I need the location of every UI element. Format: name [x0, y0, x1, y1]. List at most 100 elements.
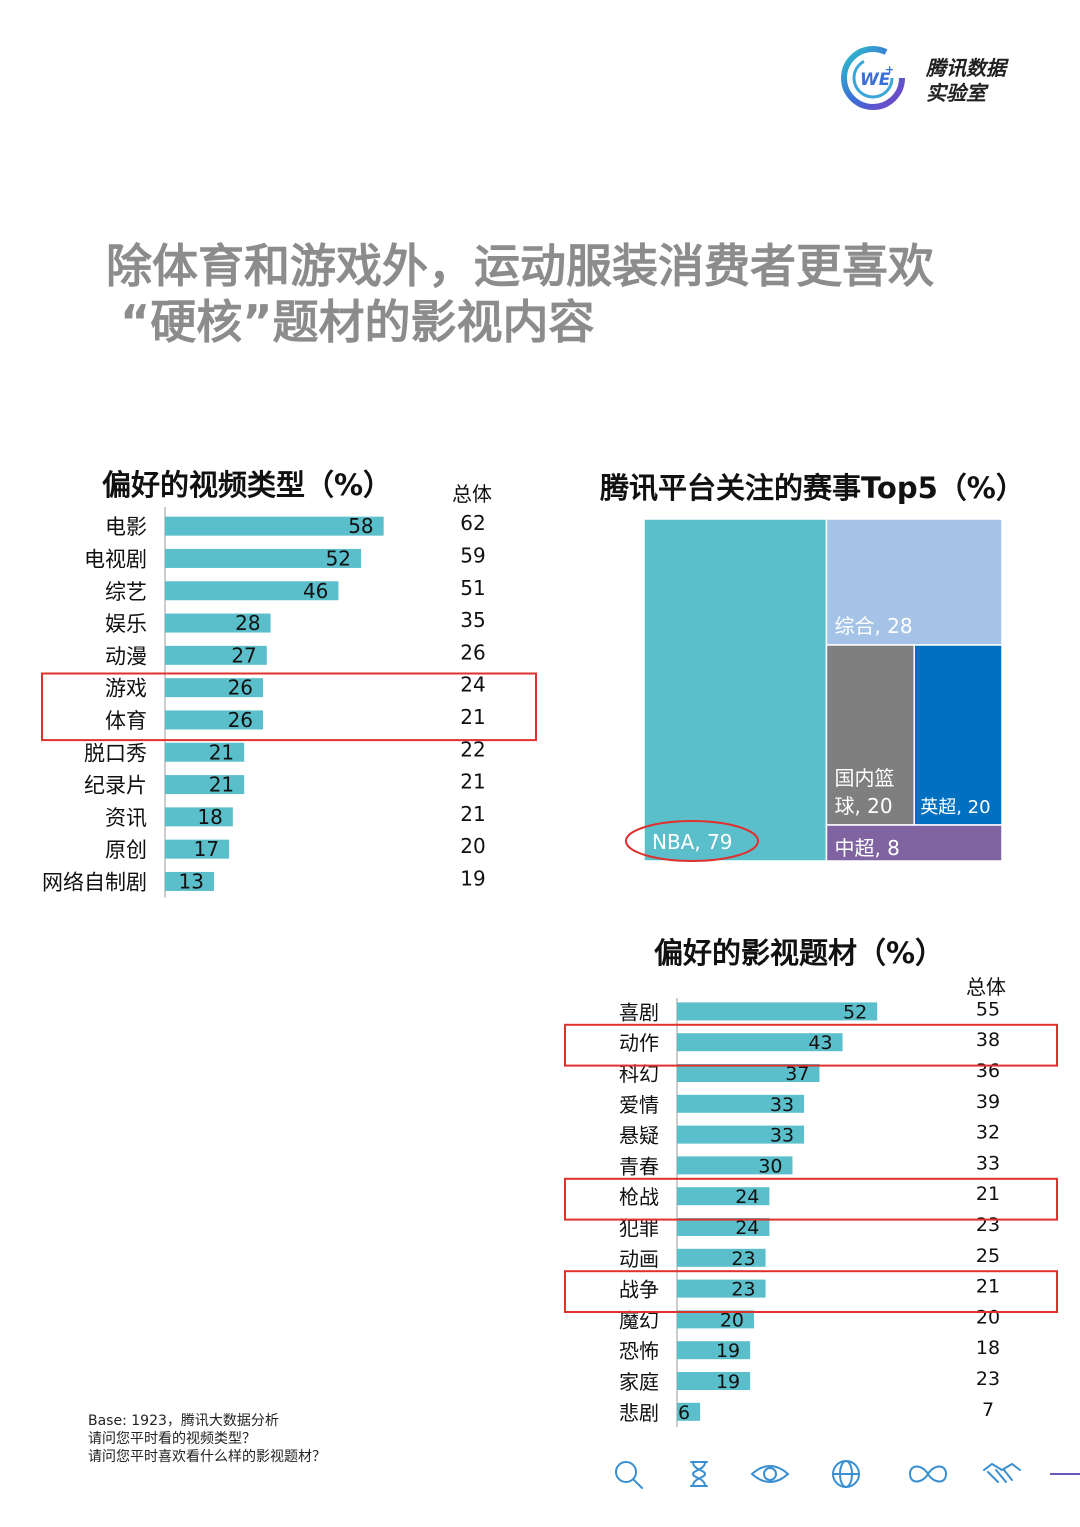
bar: [165, 710, 264, 730]
bar: [165, 516, 384, 536]
bar-value-label: 13: [179, 869, 204, 893]
bottom-icon-bar: [0, 1460, 1080, 1489]
category-label: 电视剧: [84, 547, 147, 571]
category-label: 悲剧: [619, 1401, 659, 1425]
globe-icon: [832, 1460, 860, 1488]
category-label: 资讯: [105, 806, 147, 830]
bar-value-label: 21: [209, 773, 234, 797]
total-value-label: 33: [976, 1152, 1000, 1174]
total-value-label: 59: [460, 543, 485, 567]
footer-question-1: 请问您平时看的视频类型？: [88, 1431, 256, 1447]
bar: [165, 613, 271, 633]
treemap-cell: [643, 518, 828, 862]
page-title-line2: “硬核”题材的影视内容: [120, 295, 595, 349]
bar-value-label: 19: [716, 1340, 740, 1362]
category-label: 动画: [619, 1247, 659, 1271]
total-value-label: 51: [460, 576, 485, 600]
handshake-icon: [983, 1462, 1021, 1483]
brand-name-line2: 实验室: [926, 81, 986, 105]
category-label: 电影: [105, 515, 147, 539]
total-value-label: 22: [460, 737, 485, 761]
category-label: 喜剧: [619, 1000, 659, 1024]
bar-value-label: 24: [735, 1217, 759, 1239]
bar-value-label: 26: [228, 676, 253, 700]
total-value-label: 23: [976, 1214, 1000, 1236]
category-label: 恐怖: [619, 1339, 659, 1363]
total-value-label: 62: [460, 511, 485, 535]
bar-value-label: 52: [326, 546, 351, 570]
eye-icon: [750, 1465, 790, 1483]
total-value-label: 35: [460, 608, 485, 632]
bar-value-label: 30: [758, 1155, 782, 1177]
highlight-ellipse: [625, 820, 759, 862]
search-icon: [615, 1461, 643, 1489]
total-value-label: 18: [976, 1337, 1000, 1359]
category-label: 游戏: [105, 677, 147, 701]
total-value-label: 23: [976, 1368, 1000, 1390]
bar: [677, 1341, 751, 1360]
treemap-cell: [825, 518, 1003, 646]
treemap-cell: [825, 644, 915, 826]
bar-value-label: 43: [808, 1032, 832, 1054]
bar-value-label: 18: [197, 805, 222, 829]
bar: [677, 1218, 770, 1236]
treemap-label: NBA, 79: [652, 830, 733, 854]
bar: [165, 839, 230, 859]
bar-value-label: 28: [235, 611, 260, 635]
total-value-label: 38: [976, 1029, 1000, 1051]
footer-notes: Base: 1923，腾讯大数据分析 请问您平时看的视频类型？ 请问您平时喜欢看…: [88, 1412, 326, 1466]
bar: [677, 1094, 805, 1113]
bar: [165, 548, 362, 568]
category-label: 脱口秀: [84, 741, 147, 765]
bar-value-label: 24: [735, 1186, 759, 1208]
category-label: 原创: [105, 838, 147, 862]
highlight-box: [41, 672, 537, 742]
bar: [677, 1279, 766, 1298]
bar-value-label: 33: [770, 1094, 794, 1116]
video-type-total-header: 总体: [452, 482, 492, 506]
highlight-box: [564, 1270, 1058, 1314]
genre-chart-title: 偏好的影视题材（%）: [654, 936, 945, 970]
infinity-icon: [908, 1465, 948, 1483]
bar: [165, 742, 245, 762]
logo-mark-text: WE: [860, 70, 891, 90]
page-title-line1: 除体育和游戏外，运动服装消费者更喜欢: [106, 239, 934, 293]
logo-superscript: +: [885, 63, 894, 76]
page-title: 除体育和游戏外，运动服装消费者更喜欢 “硬核”题材的影视内容: [106, 238, 1066, 350]
bar: [677, 1002, 878, 1021]
category-label: 综艺: [105, 580, 147, 604]
bar: [165, 775, 245, 795]
bar-value-label: 6: [678, 1402, 690, 1424]
bar: [677, 1187, 770, 1206]
bar: [677, 1125, 805, 1144]
bar: [677, 1156, 793, 1175]
hourglass-icon: [690, 1461, 708, 1487]
total-value-label: 55: [976, 998, 1000, 1020]
bar: [677, 1402, 701, 1421]
bar-value-label: 19: [716, 1371, 740, 1393]
category-label: 青春: [619, 1154, 659, 1178]
treemap-label: 球, 20: [834, 794, 892, 818]
highlight-box: [564, 1177, 1058, 1221]
category-label: 爱情: [619, 1093, 659, 1117]
bar-value-label: 21: [209, 740, 234, 764]
category-label: 娱乐: [105, 612, 147, 636]
treemap-label: 英超, 20: [920, 797, 990, 818]
brand-name: 腾讯数据 实验室: [926, 56, 1006, 106]
total-value-label: 19: [460, 866, 485, 890]
category-label: 纪录片: [84, 774, 147, 798]
bar: [165, 807, 233, 827]
video-type-bar-chart: 电影 58 62 电视剧 52 59 综艺 46 51 娱乐 28 35 动漫 27 26 游戏 26 24 体育 2…: [41, 507, 537, 898]
category-label: 网络自制剧: [42, 870, 147, 894]
category-label: 战争: [619, 1278, 659, 1302]
category-label: 体育: [105, 709, 147, 733]
total-value-label: 25: [976, 1245, 1000, 1267]
total-value-label: 26: [460, 640, 485, 664]
category-label: 动作: [619, 1031, 659, 1055]
category-label: 悬疑: [619, 1124, 659, 1148]
bar: [677, 1372, 751, 1390]
bar-value-label: 26: [228, 708, 253, 732]
total-value-label: 32: [976, 1122, 1000, 1144]
bar-value-label: 52: [843, 1001, 867, 1023]
